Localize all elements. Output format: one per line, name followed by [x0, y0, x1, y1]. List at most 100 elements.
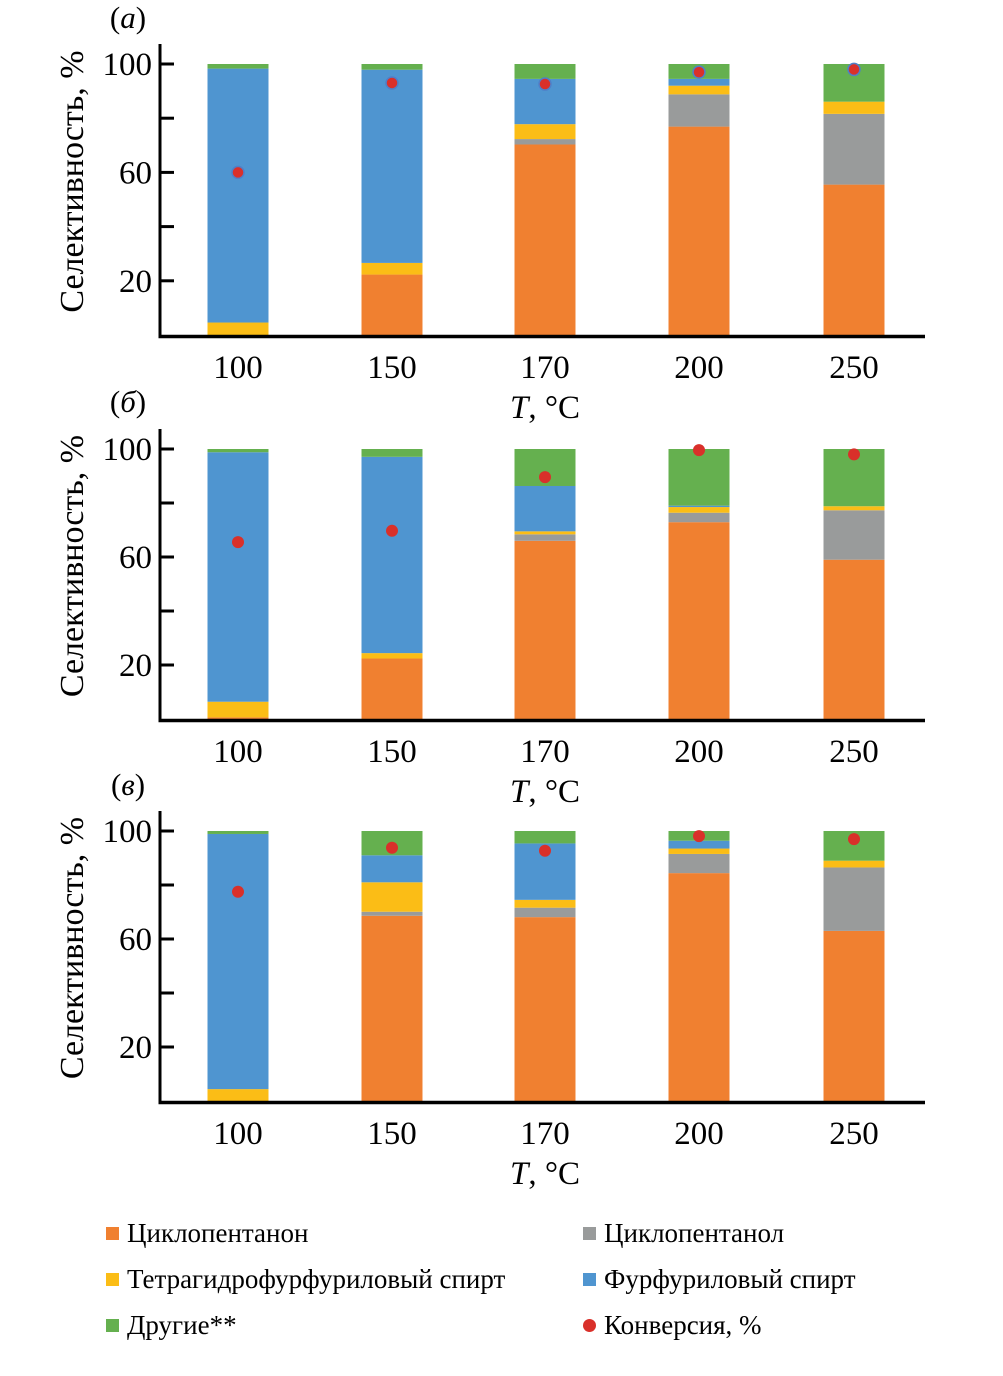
bar-segment-2-0-3: [207, 833, 269, 1090]
x-tick-label-0-1: 150: [367, 350, 417, 386]
bar-segment-0-1-3: [361, 69, 423, 263]
bar-segment-0-1-4: [361, 64, 423, 70]
bar-segment-1-4-0: [823, 559, 885, 719]
panel-label-paren: ): [136, 384, 146, 419]
panel-label-paren: (: [110, 384, 120, 419]
panel-label-paren: ): [135, 767, 145, 802]
bar-segment-1-0-3: [207, 452, 269, 702]
legend-swatch-thfa: [106, 1273, 119, 1286]
panel-label-paren: (: [111, 767, 121, 802]
conversion-point-2-1: [386, 841, 398, 854]
x-tick-label-2-0: 100: [213, 1116, 263, 1152]
x-tick-label-1-1: 150: [367, 734, 417, 770]
legend-marker-conversion: [583, 1319, 596, 1332]
legend-item-others: Другие**: [106, 1310, 237, 1341]
bar-segment-1-4-1: [823, 510, 885, 560]
x-axis-label-1: T, °C: [510, 774, 580, 810]
y-axis-label-2: Селективность, %: [54, 817, 91, 1079]
bar-segment-1-2-3: [514, 485, 576, 532]
legend-label: Циклопентанон: [127, 1218, 309, 1248]
bar-segment-2-2-4: [514, 831, 576, 844]
y-tick-label-0-2: 60: [119, 155, 152, 191]
bar-segment-2-3-1: [668, 853, 730, 874]
conversion-point-0-0: [231, 165, 245, 180]
x-axis-label-unit: , °C: [528, 390, 580, 426]
legend-item-conversion: Конверсия, %: [583, 1310, 762, 1341]
bar-segment-1-0-0: [207, 717, 269, 719]
legend-item-cyclopentanol: Циклопентанол: [583, 1218, 784, 1249]
bar-segment-1-3-2: [668, 507, 730, 513]
bar-segment-0-2-1: [514, 139, 576, 145]
panel-label-0: (а): [110, 0, 146, 35]
legend-swatch-cyclopentanone: [106, 1227, 119, 1240]
legend-label: Другие**: [127, 1310, 237, 1340]
legend-swatch-furfuryl-alcohol: [583, 1273, 596, 1286]
bar-segment-0-1-2: [361, 262, 423, 275]
y-tick-label-1-4: 100: [103, 432, 153, 468]
conversion-point-0-2: [538, 77, 552, 91]
bar-segment-2-4-2: [823, 860, 885, 868]
conversion-point-2-0: [232, 885, 244, 898]
panel-label-paren: (: [110, 0, 120, 35]
legend-label: Тетрагидрофурфуриловый спирт: [127, 1264, 506, 1294]
y-tick-label-1-0: 20: [119, 648, 152, 684]
x-tick-label-1-2: 170: [520, 734, 570, 770]
y-tick-label-0-0: 20: [119, 264, 152, 300]
bar-segment-1-4-2: [823, 506, 885, 511]
x-axis-label-unit: , °C: [528, 774, 580, 810]
x-axis-label-0: T, °C: [510, 390, 580, 426]
legend-item-thfa: Тетрагидрофурфуриловый спирт: [106, 1264, 505, 1295]
legend-item-cyclopentanone: Циклопентанон: [106, 1218, 308, 1249]
bar-segment-0-4-2: [823, 101, 885, 114]
bar-segment-0-3-2: [668, 85, 730, 95]
bar-segment-0-0-3: [207, 68, 269, 323]
bar-segment-1-0-2: [207, 701, 269, 718]
bar-segment-0-4-1: [823, 113, 885, 185]
x-tick-label-2-2: 170: [520, 1116, 570, 1152]
x-axis-label-variable: T: [510, 774, 531, 810]
legend-swatch-cyclopentanol: [583, 1227, 596, 1240]
conversion-point-1-3: [693, 444, 705, 457]
conversion-point-2-3: [693, 830, 705, 843]
bar-segment-0-3-3: [668, 78, 730, 86]
y-axis-label-0: Селективность, %: [54, 50, 91, 312]
bar-segment-1-3-3: [668, 505, 730, 508]
x-tick-label-0-2: 170: [520, 350, 570, 386]
panel-label-letter: б: [120, 384, 137, 419]
y-tick-label-2-4: 100: [103, 814, 153, 850]
bar-segment-1-1-0: [361, 658, 423, 719]
bar-segment-0-1-0: [361, 274, 423, 335]
legend-label: Конверсия, %: [604, 1310, 762, 1340]
bar-segment-0-0-4: [207, 64, 269, 69]
conversion-point-2-4: [848, 833, 860, 846]
bar-segment-0-2-0: [514, 144, 576, 335]
bar-segment-1-2-2: [514, 531, 576, 535]
x-axis-label-variable: T: [510, 1156, 531, 1192]
conversion-point-1-2: [539, 471, 551, 484]
x-tick-label-1-4: 250: [829, 734, 879, 770]
x-tick-label-2-4: 250: [829, 1116, 879, 1152]
bar-segment-2-1-2: [361, 882, 423, 912]
y-tick-label-2-0: 20: [119, 1030, 152, 1066]
bar-segment-2-3-0: [668, 873, 730, 1101]
x-axis-label-variable: T: [510, 390, 531, 426]
legend-label: Циклопентанол: [604, 1218, 785, 1248]
bar-segment-2-4-1: [823, 867, 885, 931]
bar-segment-2-3-3: [668, 840, 730, 849]
x-tick-label-0-0: 100: [213, 350, 263, 386]
y-tick-label-0-4: 100: [103, 47, 153, 83]
bar-segment-2-3-2: [668, 848, 730, 854]
legend-item-furfuryl-alcohol: Фурфуриловый спирт: [583, 1264, 856, 1295]
x-tick-label-0-3: 200: [674, 350, 724, 386]
y-axis-label-1: Селективность, %: [54, 435, 91, 697]
bar-segment-2-2-0: [514, 917, 576, 1101]
conversion-point-1-1: [386, 524, 398, 537]
bar-segment-1-1-3: [361, 456, 423, 654]
legend-swatch-others: [106, 1319, 119, 1332]
bar-segment-1-3-0: [668, 522, 730, 719]
x-tick-label-1-3: 200: [674, 734, 724, 770]
bar-segment-2-1-0: [361, 915, 423, 1101]
legend: Циклопентанон Циклопентанол Тетрагидрофу…: [0, 1218, 1003, 1358]
panel-label-2: (в): [111, 767, 145, 802]
bar-segment-2-0-4: [207, 831, 269, 834]
